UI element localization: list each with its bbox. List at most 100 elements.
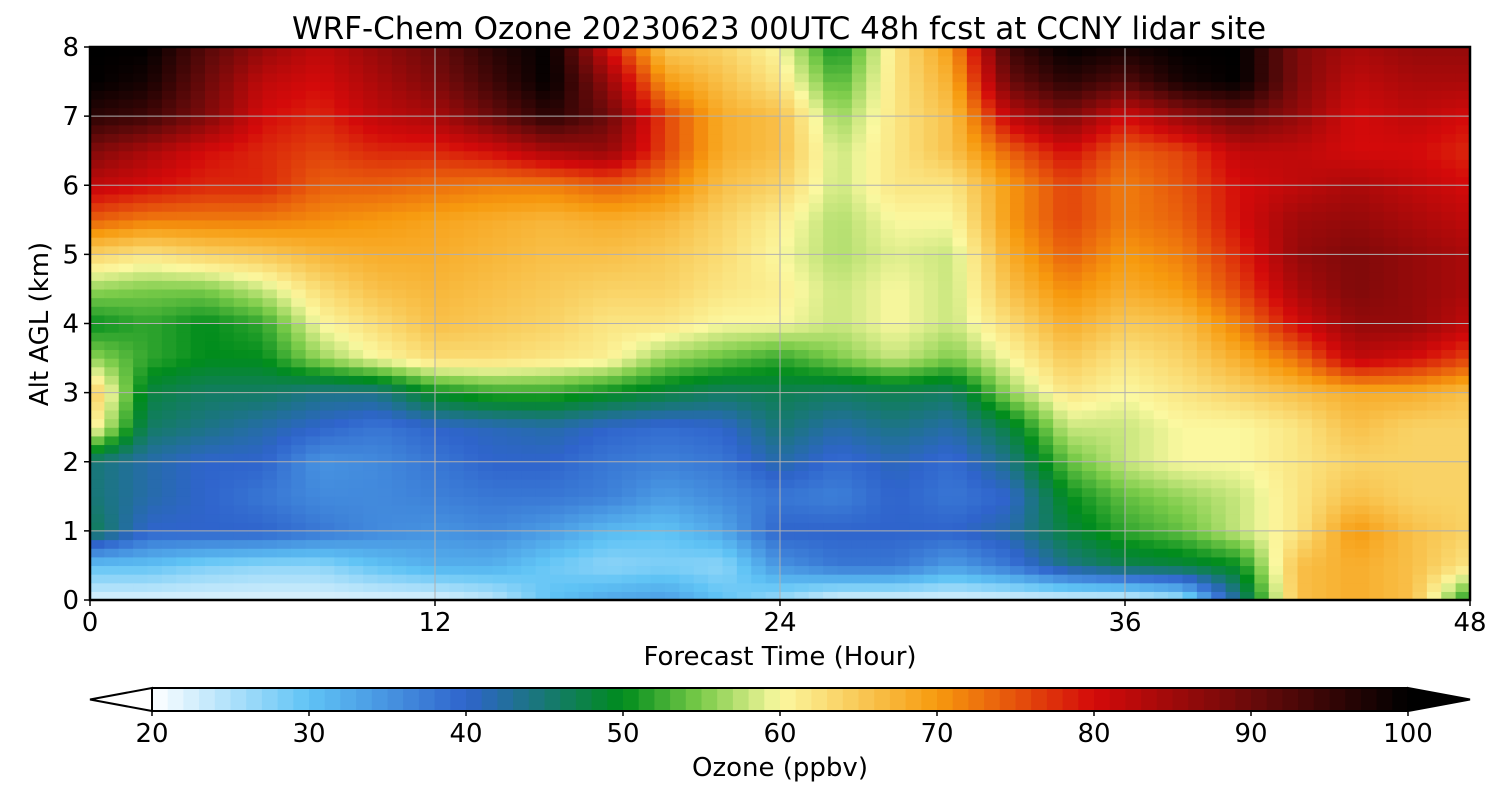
heatmap-cell [492,176,508,186]
heatmap-cell [320,237,335,247]
heatmap-cell [780,556,795,567]
heatmap-cell [377,55,393,65]
heatmap-cell [176,133,192,143]
heatmap-cell [1081,288,1097,299]
heatmap-cell [564,245,580,255]
heatmap-cell [679,565,695,575]
heatmap-cell [550,453,565,463]
heatmap-cell [334,548,350,558]
heatmap-cell [679,55,695,65]
heatmap-cell [837,211,853,221]
heatmap-cell [1139,513,1155,523]
heatmap-cell [1182,487,1198,497]
heatmap-cell [435,539,450,549]
heatmap-cell [262,254,278,264]
heatmap-cell [205,522,220,532]
heatmap-cell [219,237,235,247]
heatmap-cell [837,55,853,65]
heatmap-cell [320,323,335,333]
heatmap-cell [1196,522,1212,532]
heatmap-cell [952,513,968,523]
heatmap-cell [808,64,824,74]
heatmap-cell [262,479,278,489]
heatmap-cell [463,479,479,489]
heatmap-cell [521,90,537,100]
heatmap-cell [794,496,810,506]
heatmap-cell [1168,55,1184,65]
heatmap-cell [578,453,594,463]
heatmap-cell [334,409,350,420]
heatmap-cell [305,98,321,109]
heatmap-cell [420,591,436,600]
heatmap-cell [334,444,350,454]
heatmap-cell [248,288,264,299]
heatmap-cell [564,98,580,109]
heatmap-cell [952,487,968,497]
heatmap-cell [1053,202,1069,212]
heatmap-cell [636,90,652,100]
heatmap-cell [780,427,795,437]
heatmap-cell [305,72,321,83]
heatmap-cell [650,323,666,333]
heatmap-cell [607,409,623,420]
heatmap-cell [938,245,954,255]
heatmap-cell [463,159,479,169]
heatmap-cell [866,107,882,117]
heatmap-cell [593,539,609,549]
heatmap-cell [1153,193,1169,204]
heatmap-cell [348,435,364,446]
heatmap-cell [751,591,767,600]
heatmap-cell [621,418,637,428]
heatmap-cell [679,401,695,411]
heatmap-cell [1024,582,1040,592]
heatmap-cell [1081,349,1097,359]
heatmap-cell [823,487,839,497]
heatmap-cell [190,297,206,307]
heatmap-cell [420,193,436,204]
heatmap-cell [219,418,235,428]
heatmap-cell [621,219,637,230]
heatmap-cell [665,47,680,57]
heatmap-cell [535,513,551,523]
heatmap-cell [578,556,594,567]
heatmap-cell [521,366,537,376]
heatmap-cell [679,176,695,186]
heatmap-cell [636,254,652,264]
heatmap-cell [1024,211,1040,221]
heatmap-cell [262,98,278,109]
heatmap-cell [564,90,580,100]
heatmap-cell [363,574,379,584]
heatmap-cell [1139,453,1155,463]
heatmap-cell [938,116,954,126]
heatmap-cell [1010,548,1025,558]
heatmap-cell [420,479,436,489]
heatmap-cell [90,98,105,109]
heatmap-cell [334,159,350,169]
heatmap-cell [377,401,393,411]
heatmap-cell [794,237,810,247]
heatmap-cell [621,591,637,600]
heatmap-cell [1139,176,1155,186]
heatmap-cell [665,159,680,169]
heatmap-cell [190,72,206,83]
heatmap-cell [492,98,508,109]
heatmap-cell [420,159,436,169]
heatmap-cell [722,574,738,584]
heatmap-cell [1125,435,1140,446]
heatmap-cell [161,288,177,299]
heatmap-cell [837,591,853,600]
heatmap-cell [895,383,910,394]
heatmap-cell [621,271,637,281]
heatmap-cell [693,116,709,126]
heatmap-cell [765,245,781,255]
heatmap-cell [736,167,752,178]
heatmap-cell [866,254,882,264]
heatmap-cell [233,237,249,247]
heatmap-cell [866,124,882,135]
heatmap-cell [233,297,249,307]
heatmap-cell [751,358,767,368]
heatmap-cell [205,591,220,600]
heatmap-cell [492,306,508,316]
heatmap-cell [219,565,235,575]
